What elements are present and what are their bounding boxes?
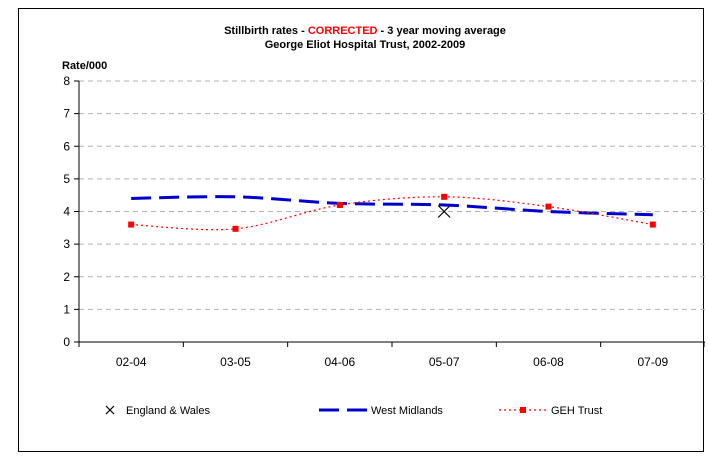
legend-item-england-wales: England & Wales [105, 405, 210, 417]
title-highlight: CORRECTED [308, 25, 378, 37]
y-tick-label-3: 3 [63, 237, 70, 251]
y-axis-label: Rate/000 [62, 60, 107, 72]
point-geh-trust-03-05 [232, 225, 239, 232]
x-tick-label-07-09: 07-09 [637, 355, 668, 369]
y-tick-label-2: 2 [63, 270, 70, 284]
chart-subtitle: George Eliot Hospital Trust, 2002-2009 [265, 39, 466, 51]
chart-frame: Stillbirth rates - CORRECTED - 3 year mo… [18, 8, 705, 452]
point-geh-trust-05-07 [441, 193, 448, 200]
point-geh-trust-04-06 [336, 201, 343, 208]
legend-label-west-midlands: West Midlands [371, 405, 443, 417]
y-tick-label-4: 4 [63, 205, 70, 219]
y-tick-label-1: 1 [63, 302, 70, 316]
series-line-west-midlands [131, 195, 653, 217]
y-tick-label-5: 5 [63, 172, 70, 186]
y-tick-label-7: 7 [63, 107, 70, 121]
chart: Stillbirth rates - CORRECTED - 3 year mo… [62, 25, 705, 417]
title-prefix: Stillbirth rates - [224, 25, 308, 37]
legend-label-geh-trust: GEH Trust [551, 405, 602, 417]
series-line-geh-trust [131, 196, 653, 231]
legend-label-england-wales: England & Wales [126, 405, 210, 417]
y-tick-label-6: 6 [63, 139, 70, 153]
point-geh-trust-02-04 [128, 221, 135, 228]
legend-item-geh-trust: GEH Trust [499, 405, 602, 417]
x-tick-label-06-08: 06-08 [533, 355, 564, 369]
point-england-wales-05-07 [437, 205, 451, 218]
point-geh-trust-07-09 [649, 221, 656, 228]
title-suffix: - 3 year moving average [378, 25, 506, 37]
point-geh-trust-06-08 [545, 203, 552, 210]
x-tick-label-02-04: 02-04 [116, 355, 147, 369]
legend-item-west-midlands: West Midlands [319, 405, 443, 417]
x-tick-label-04-06: 04-06 [324, 355, 355, 369]
chart-title: Stillbirth rates - CORRECTED - 3 year mo… [224, 25, 506, 37]
y-tick-label-8: 8 [63, 74, 70, 88]
x-tick-label-03-05: 03-05 [220, 355, 251, 369]
x-tick-label-05-07: 05-07 [429, 355, 460, 369]
y-tick-label-0: 0 [63, 335, 70, 349]
